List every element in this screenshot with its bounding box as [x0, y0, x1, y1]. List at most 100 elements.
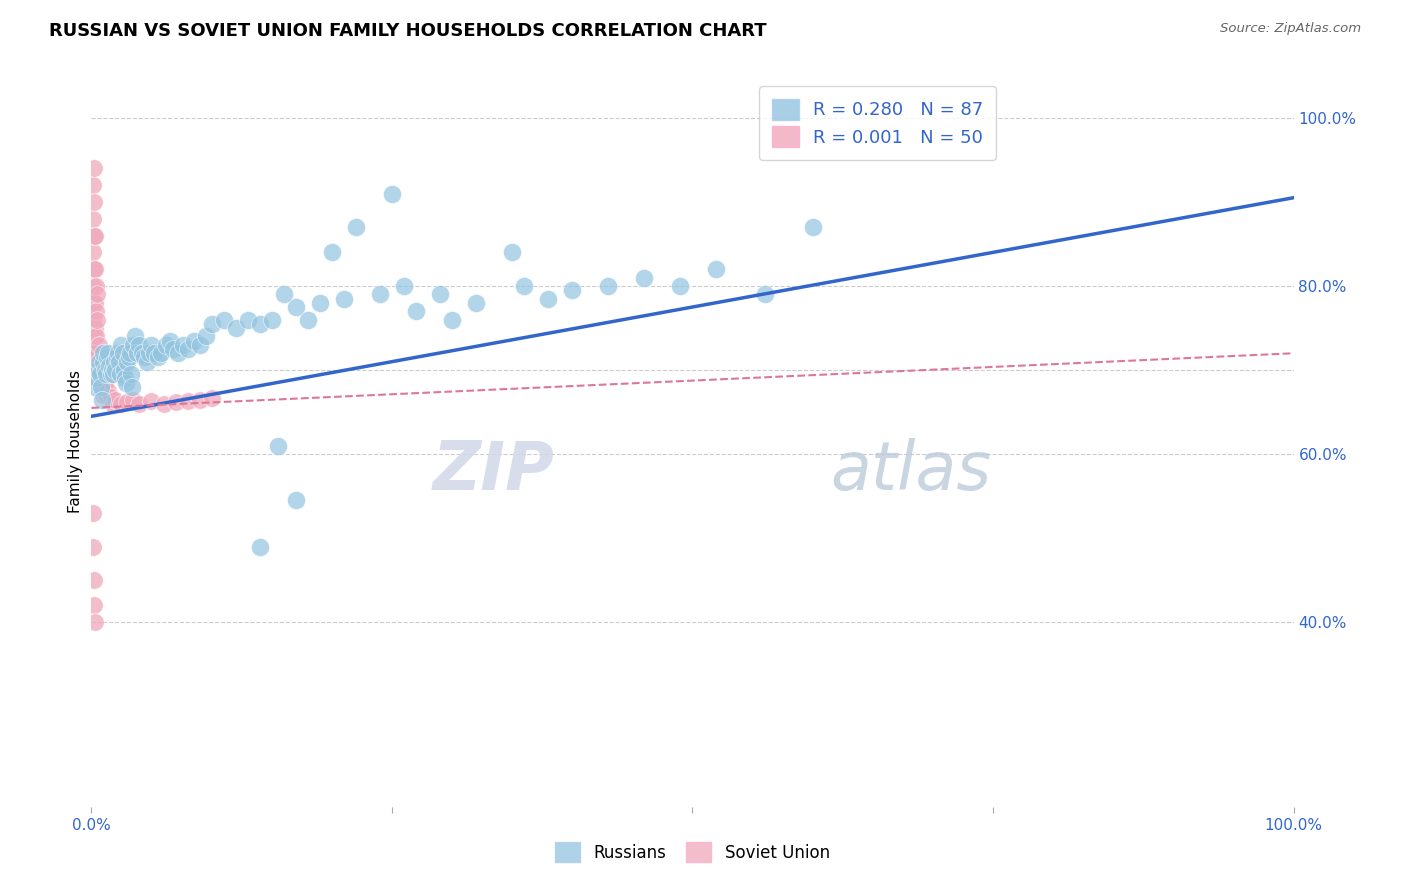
Point	[201, 391, 224, 405]
Point	[83, 228, 105, 243]
Point	[260, 312, 283, 326]
Point	[93, 354, 115, 368]
Point	[249, 540, 271, 554]
Point	[122, 392, 145, 407]
Point	[333, 292, 356, 306]
Point	[131, 346, 153, 360]
Point	[91, 392, 114, 407]
Point	[97, 346, 120, 360]
Point	[273, 287, 295, 301]
Point	[89, 354, 111, 368]
Point	[112, 363, 135, 377]
Point	[84, 380, 107, 394]
Point	[84, 228, 107, 243]
Point	[83, 262, 105, 277]
Text: Source: ZipAtlas.com: Source: ZipAtlas.com	[1220, 22, 1361, 36]
Point	[801, 220, 824, 235]
Point	[754, 287, 776, 301]
Point	[121, 380, 143, 394]
Point	[84, 371, 107, 385]
Point	[98, 359, 121, 373]
Point	[267, 439, 290, 453]
Point	[84, 329, 107, 343]
Point	[159, 334, 181, 348]
Point	[201, 317, 224, 331]
Point	[429, 287, 451, 301]
Point	[138, 346, 160, 360]
Point	[165, 395, 187, 409]
Point	[117, 395, 139, 409]
Point	[108, 354, 131, 368]
Point	[84, 304, 107, 318]
Point	[94, 388, 117, 402]
Point	[96, 351, 118, 365]
Point	[101, 397, 124, 411]
Point	[117, 354, 139, 368]
Point	[86, 287, 108, 301]
Point	[598, 279, 620, 293]
Point	[93, 346, 115, 360]
Point	[188, 338, 211, 352]
Point	[83, 574, 105, 588]
Point	[86, 363, 108, 377]
Point	[297, 312, 319, 326]
Point	[155, 338, 177, 352]
Point	[84, 371, 107, 385]
Point	[308, 295, 330, 310]
Point	[93, 363, 115, 377]
Point	[83, 329, 105, 343]
Point	[284, 300, 307, 314]
Point	[87, 363, 110, 377]
Point	[94, 368, 117, 382]
Point	[440, 312, 463, 326]
Point	[392, 279, 415, 293]
Point	[87, 338, 110, 352]
Point	[118, 351, 141, 365]
Point	[91, 380, 114, 394]
Point	[120, 368, 142, 382]
Point	[183, 334, 205, 348]
Point	[101, 368, 124, 382]
Point	[225, 321, 247, 335]
Point	[405, 304, 427, 318]
Point	[104, 363, 127, 377]
Point	[172, 338, 194, 352]
Point	[105, 351, 128, 365]
Point	[100, 390, 122, 404]
Point	[284, 493, 307, 508]
Point	[84, 279, 107, 293]
Point	[188, 392, 211, 407]
Legend: Russians, Soviet Union: Russians, Soviet Union	[548, 836, 837, 869]
Point	[110, 397, 132, 411]
Point	[122, 338, 145, 352]
Point	[150, 346, 173, 360]
Point	[110, 368, 132, 382]
Point	[110, 338, 132, 352]
Point	[344, 220, 367, 235]
Point	[501, 245, 523, 260]
Point	[633, 270, 655, 285]
Point	[104, 392, 127, 407]
Point	[84, 295, 107, 310]
Point	[561, 283, 583, 297]
Point	[381, 186, 404, 201]
Point	[537, 292, 560, 306]
Point	[90, 371, 112, 385]
Point	[249, 317, 271, 331]
Point	[83, 295, 105, 310]
Text: atlas: atlas	[831, 438, 991, 504]
Point	[90, 380, 112, 394]
Point	[118, 346, 141, 360]
Point	[86, 312, 108, 326]
Point	[82, 346, 104, 360]
Point	[97, 384, 120, 398]
Point	[82, 540, 104, 554]
Point	[93, 376, 115, 390]
Text: ZIP: ZIP	[432, 438, 554, 504]
Point	[82, 279, 104, 293]
Point	[82, 312, 104, 326]
Point	[162, 342, 184, 356]
Point	[125, 346, 148, 360]
Point	[513, 279, 536, 293]
Point	[115, 376, 138, 390]
